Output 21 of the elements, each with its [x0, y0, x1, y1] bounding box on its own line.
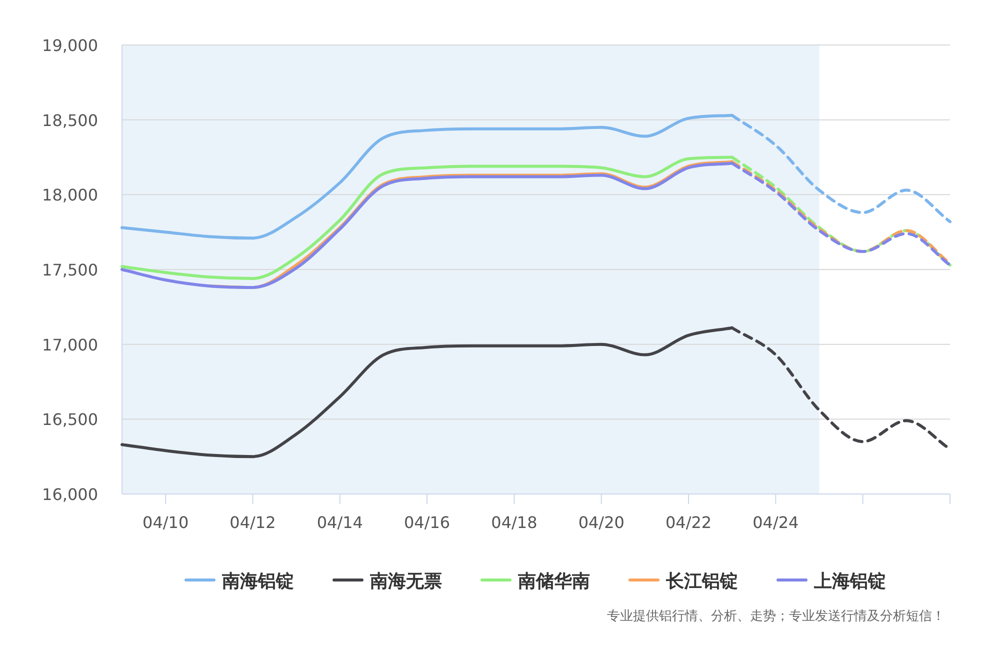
legend-label: 长江铝锭	[665, 571, 738, 592]
text: 专业提供铝行情、分析、走势；专业发送行情及分析短信！	[607, 609, 945, 624]
y-tick-label: 16,000	[42, 485, 98, 504]
y-tick-label: 19,000	[42, 36, 98, 55]
x-tick-label: 04/14	[316, 513, 363, 532]
legend-label: 南海无票	[369, 571, 442, 592]
x-tick-label: 04/24	[752, 513, 799, 532]
x-tick-label: 04/12	[230, 513, 276, 532]
x-tick-label: 04/10	[142, 513, 189, 532]
y-tick-label: 17,500	[42, 260, 98, 280]
legend-label: 南海铝锭	[221, 571, 294, 592]
y-tick-label: 18,500	[42, 110, 98, 130]
x-tick-label: 04/20	[578, 513, 624, 532]
legend-label: 南储华南	[517, 571, 590, 592]
y-tick-label: 17,000	[42, 335, 98, 354]
legend-label: 上海铝锭	[813, 571, 886, 592]
x-tick-label: 04/22	[665, 513, 712, 532]
x-tick-label: 04/18	[491, 513, 538, 532]
y-tick-label: 18,000	[42, 186, 98, 205]
y-tick-label: 16,500	[42, 410, 98, 430]
x-tick-label: 04/16	[404, 513, 450, 532]
